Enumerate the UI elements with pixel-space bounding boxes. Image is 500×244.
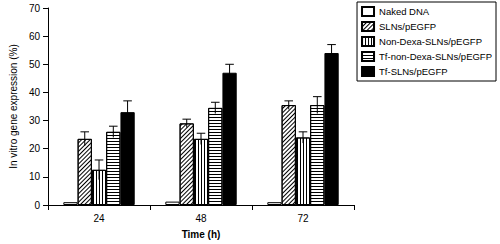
svg-text:50: 50 [29,59,41,70]
svg-text:In vitro gene expression (%): In vitro gene expression (%) [8,44,19,169]
svg-text:40: 40 [29,87,41,98]
svg-text:72: 72 [297,213,309,224]
svg-text:SLNs/pEGFP: SLNs/pEGFP [379,21,436,32]
svg-text:Non-Dexa-SLNs/pEGFP: Non-Dexa-SLNs/pEGFP [379,36,482,47]
svg-text:Naked DNA: Naked DNA [379,6,430,17]
svg-text:Tf-non-Dexa-SLNs/pEGFP: Tf-non-Dexa-SLNs/pEGFP [379,51,492,62]
svg-text:48: 48 [195,213,207,224]
svg-text:30: 30 [29,115,41,126]
svg-text:20: 20 [29,143,41,154]
svg-text:70: 70 [29,3,41,14]
svg-text:Tf-SLNs/pEGFP: Tf-SLNs/pEGFP [379,66,448,77]
svg-text:Time (h): Time (h) [182,229,221,240]
svg-text:60: 60 [29,31,41,42]
svg-text:0: 0 [34,200,40,211]
svg-text:10: 10 [29,171,41,182]
svg-text:24: 24 [93,213,105,224]
